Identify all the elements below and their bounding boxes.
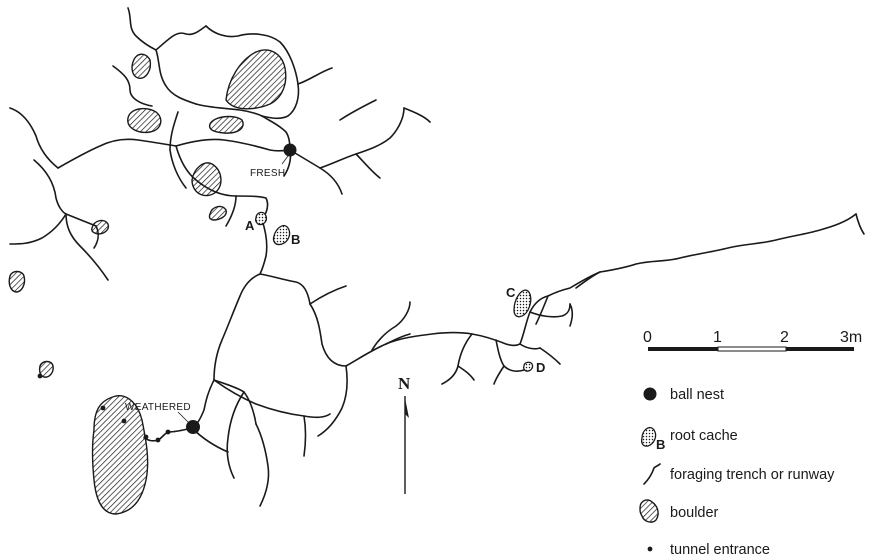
legend-boulder-icon bbox=[639, 499, 659, 523]
boulder-far-left bbox=[8, 270, 26, 293]
boulders bbox=[8, 49, 287, 515]
legend-tunnel-entrance-icon bbox=[647, 546, 653, 552]
root-caches bbox=[254, 211, 534, 372]
boulder-big-bottom bbox=[91, 395, 149, 515]
boulder-top-left bbox=[131, 53, 152, 79]
scale-tick-1: 1 bbox=[713, 329, 722, 346]
tunnel-entrances bbox=[37, 373, 171, 443]
foraging-trenches bbox=[9, 7, 865, 507]
legend-root-cache-letter: B bbox=[656, 437, 665, 452]
tunnel-entrance bbox=[143, 434, 149, 440]
legend-ball-nest-label: ball nest bbox=[670, 387, 724, 403]
root-cache-a bbox=[254, 211, 268, 226]
tunnel-entrance bbox=[37, 373, 43, 379]
north-arrow: N bbox=[398, 374, 411, 494]
boulder-mid-2 bbox=[191, 162, 222, 197]
tunnel-entrance bbox=[121, 418, 127, 424]
label-cache-b: B bbox=[291, 232, 300, 247]
legend-tunnel-entrance-label: tunnel entrance bbox=[670, 542, 770, 558]
ball-nest-fresh bbox=[283, 143, 297, 157]
scale-tick-3: 3m bbox=[840, 329, 862, 346]
legend-trench-label: foraging trench or runway bbox=[670, 467, 835, 483]
legend: ball nest B root cache foraging trench o… bbox=[639, 387, 835, 558]
boulder-top-large bbox=[225, 49, 287, 110]
root-cache-c bbox=[513, 289, 532, 318]
label-weathered: WEATHERED bbox=[125, 402, 191, 413]
weathered-leader bbox=[177, 411, 189, 423]
label-cache-a: A bbox=[245, 218, 255, 233]
boulder-mid-3 bbox=[208, 205, 227, 221]
tunnel-entrance bbox=[100, 405, 106, 411]
boulder-small-right bbox=[91, 219, 110, 235]
legend-root-cache-label: root cache bbox=[670, 428, 738, 444]
legend-ball-nest-icon bbox=[643, 387, 657, 401]
legend-root-cache-icon bbox=[641, 426, 657, 447]
boulder-left-oval bbox=[127, 107, 162, 134]
label-cache-d: D bbox=[536, 360, 545, 375]
legend-trench-icon bbox=[643, 463, 661, 485]
boulder-mid-1 bbox=[208, 115, 244, 134]
tunnel-entrance bbox=[155, 437, 161, 443]
tunnel-entrance bbox=[165, 429, 171, 435]
fresh-leader bbox=[281, 155, 289, 165]
legend-boulder-label: boulder bbox=[670, 505, 719, 521]
label-fresh: FRESH bbox=[250, 168, 285, 179]
root-cache-d bbox=[522, 361, 534, 372]
scale-tick-0: 0 bbox=[643, 329, 652, 346]
root-cache-b bbox=[272, 224, 291, 246]
label-cache-c: C bbox=[506, 285, 516, 300]
scale-tick-2: 2 bbox=[780, 329, 789, 346]
north-label: N bbox=[398, 374, 411, 393]
scale-bar: 0 1 2 3m bbox=[643, 329, 862, 352]
boulder-lower-left-small bbox=[38, 360, 54, 378]
ball-nest-weathered bbox=[186, 420, 200, 434]
